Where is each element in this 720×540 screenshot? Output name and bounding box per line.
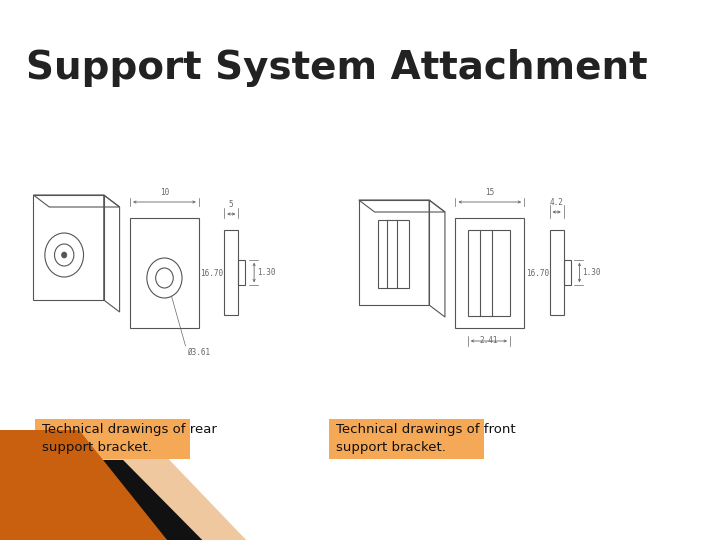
Polygon shape	[0, 430, 246, 540]
Text: 5: 5	[229, 200, 233, 209]
Text: Support System Attachment: Support System Attachment	[27, 49, 648, 87]
Text: Ø3.61: Ø3.61	[187, 348, 210, 357]
Bar	[359, 200, 429, 305]
Bar	[549, 230, 564, 315]
Text: 15: 15	[485, 188, 495, 197]
Text: 10: 10	[160, 188, 169, 197]
Text: 16.70: 16.70	[200, 268, 224, 278]
Bar	[33, 195, 104, 300]
Text: Technical drawings of front
support bracket.: Technical drawings of front support brac…	[336, 423, 516, 454]
Text: 1.30: 1.30	[257, 268, 275, 277]
Bar	[130, 218, 199, 328]
Text: Technical drawings of rear
support bracket.: Technical drawings of rear support brack…	[42, 423, 217, 454]
Bar	[468, 230, 510, 316]
Bar	[329, 418, 485, 459]
Circle shape	[61, 252, 67, 258]
Bar	[224, 230, 238, 315]
Bar	[456, 218, 524, 328]
Bar	[35, 418, 190, 459]
Bar	[564, 260, 571, 285]
Polygon shape	[0, 460, 202, 540]
Text: 2.41: 2.41	[480, 336, 498, 345]
Text: 4.2: 4.2	[549, 198, 564, 207]
Bar	[238, 260, 246, 285]
Polygon shape	[0, 430, 167, 540]
Text: 16.70: 16.70	[526, 268, 549, 278]
Bar	[378, 220, 409, 288]
Text: 1.30: 1.30	[582, 268, 600, 277]
